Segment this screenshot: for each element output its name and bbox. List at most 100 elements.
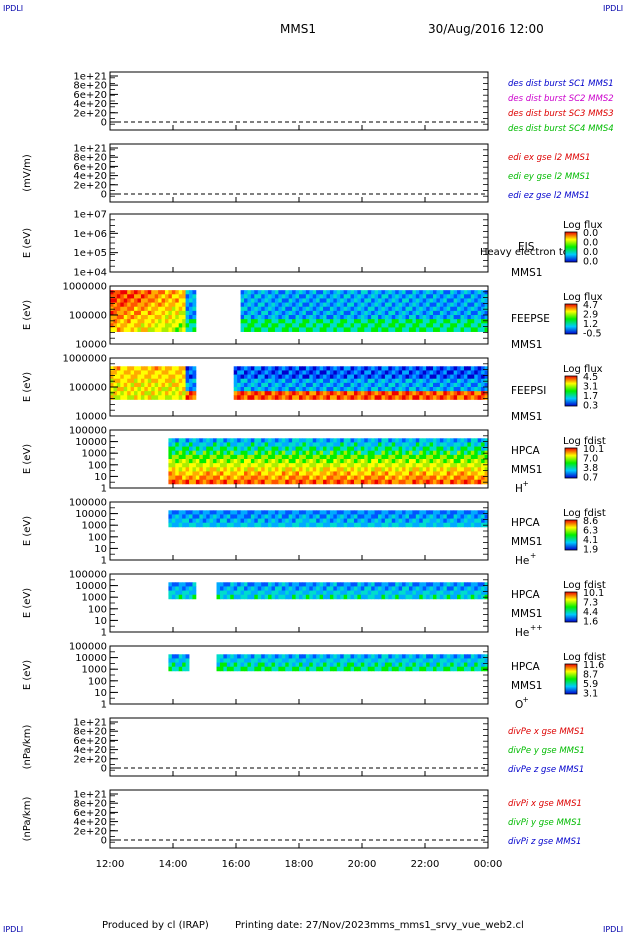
- spectrogram-cell: [484, 510, 489, 515]
- spectrogram-cell: [323, 310, 327, 316]
- spectrogram-cell: [226, 666, 231, 672]
- spectrogram-cell: [360, 518, 365, 524]
- spectrogram-cell: [319, 450, 324, 456]
- spectrogram-cell: [391, 662, 396, 668]
- spectrogram-cell: [381, 463, 386, 468]
- spectrogram-cell: [412, 594, 417, 600]
- spectrogram-cell: [422, 479, 427, 485]
- spectrogram-cell: [278, 378, 283, 384]
- spectrogram-cell: [453, 518, 458, 524]
- spectrogram-cell: [323, 459, 327, 464]
- spectrogram-cell: [189, 370, 193, 375]
- spectrogram-cell: [278, 582, 283, 587]
- spectrogram-cell: [309, 454, 314, 460]
- spectrogram-cell: [285, 590, 290, 596]
- spectrogram-cell: [381, 294, 386, 299]
- spectrogram-cell: [244, 463, 248, 468]
- spectrogram-cell: [467, 327, 472, 332]
- spectrogram-cell: [288, 510, 293, 515]
- spectrogram-cell: [319, 463, 324, 468]
- spectrogram-cell: [178, 454, 183, 460]
- spectrogram-cell: [261, 454, 266, 460]
- spectrogram-cell: [168, 290, 173, 295]
- spectrogram-cell: [185, 586, 190, 591]
- spectrogram-cell: [439, 438, 444, 443]
- spectrogram-cell: [364, 442, 369, 447]
- spectrogram-cell: [329, 662, 334, 668]
- spectrogram-cell: [316, 475, 321, 481]
- spectrogram-cell: [257, 382, 262, 388]
- spectrogram-cell: [244, 475, 248, 481]
- spectrogram-cell: [268, 654, 272, 659]
- spectrogram-cell: [178, 582, 183, 587]
- spectrogram-cell: [206, 514, 211, 519]
- spectrogram-cell: [436, 374, 441, 380]
- spectrogram-cell: [158, 387, 162, 392]
- spectrogram-cell: [264, 658, 269, 663]
- spectrogram-cell: [398, 319, 403, 324]
- spectrogram-cell: [192, 323, 197, 328]
- spectrogram-cell: [257, 475, 262, 481]
- spectrogram-cell: [302, 590, 307, 596]
- spectrogram-cell: [250, 310, 255, 316]
- spectrogram-cell: [333, 298, 338, 303]
- spectrogram-cell: [178, 450, 183, 456]
- spectrogram-cell: [463, 374, 468, 380]
- spectrogram-cell: [323, 366, 327, 371]
- spectrogram-cell: [189, 378, 193, 384]
- y-tick-label: 100000: [69, 570, 107, 581]
- spectrogram-cell: [457, 475, 461, 481]
- spectrogram-cell: [347, 658, 351, 663]
- spectrogram-cell: [350, 586, 355, 591]
- spectrogram-cell: [364, 522, 369, 528]
- spectrogram-cell: [470, 370, 475, 375]
- spectrogram-cell: [477, 471, 482, 476]
- spectrogram-cell: [381, 475, 386, 481]
- spectrogram-cell: [415, 294, 420, 299]
- spectrogram-cell: [408, 658, 413, 663]
- spectrogram-cell: [470, 514, 475, 519]
- spectrogram-cell: [329, 514, 334, 519]
- spectrogram-cell: [457, 518, 461, 524]
- spectrogram-cell: [357, 306, 362, 312]
- spectrogram-cell: [250, 522, 255, 528]
- spectrogram-cell: [192, 382, 197, 388]
- spectrogram-cell: [350, 654, 355, 659]
- spectrogram-cell: [381, 590, 386, 596]
- spectrogram-cell: [254, 306, 259, 312]
- spectrogram-cell: [367, 594, 372, 600]
- spectrogram-cell: [240, 294, 245, 299]
- spectrogram-cell: [127, 298, 132, 303]
- spectrogram-cell: [189, 471, 193, 476]
- spectrogram-cell: [412, 459, 417, 464]
- spectrogram-cell: [250, 471, 255, 476]
- spectrogram-cell: [481, 471, 485, 476]
- spectrogram-cell: [285, 382, 290, 388]
- spectrogram-cell: [402, 510, 406, 515]
- spectrogram-cell: [419, 290, 424, 295]
- spectrogram-cell: [168, 586, 173, 591]
- spectrogram-cell: [123, 366, 128, 371]
- spectrogram-cell: [457, 479, 461, 485]
- spectrogram-cell: [460, 442, 465, 447]
- spectrogram-cell: [405, 522, 410, 528]
- spectrogram-cell: [226, 590, 231, 596]
- instrument-label: HPCA: [511, 589, 541, 601]
- spectrogram-cell: [113, 374, 118, 380]
- spectrogram-cell: [316, 594, 321, 600]
- spectrogram-cell: [474, 459, 479, 464]
- spectrogram-cell: [123, 302, 128, 308]
- spectrogram-cell: [299, 319, 303, 324]
- y-axis-label: E (eV): [22, 588, 33, 618]
- y-tick-label: 0: [101, 190, 107, 201]
- spectrogram-cell: [323, 463, 327, 468]
- spectrogram-cell: [168, 463, 173, 468]
- y-tick-label: 1e+06: [73, 229, 107, 240]
- spectrogram-cell: [168, 319, 173, 324]
- spectrogram-cell: [381, 514, 386, 519]
- spectrogram-cell: [261, 463, 266, 468]
- spectrogram-cell: [347, 510, 351, 515]
- spectrogram-cell: [412, 475, 417, 481]
- spectrogram-cell: [230, 514, 235, 519]
- spectrogram-cell: [446, 459, 451, 464]
